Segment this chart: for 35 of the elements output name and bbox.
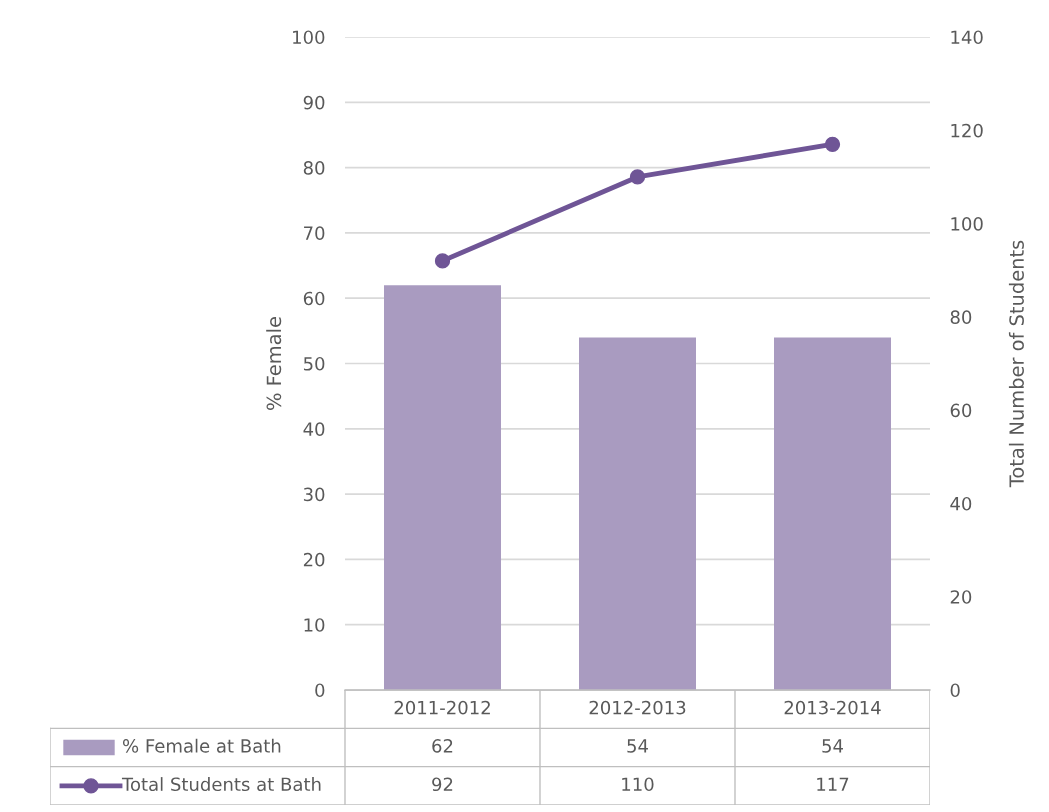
y-tick-label: 30 — [303, 487, 325, 502]
y-tick-label: 0 — [315, 683, 325, 698]
data-label: 54 — [822, 739, 843, 753]
data-label: 110 — [622, 777, 654, 792]
x-tick-label: 2013-2014 — [784, 700, 881, 715]
y2-tick-label: 100 — [951, 217, 983, 231]
y2-tick-label: 60 — [950, 403, 972, 418]
y-tick-label: 20 — [303, 552, 325, 567]
data-label: 54 — [627, 739, 648, 753]
y-tick-label: 50 — [303, 356, 325, 371]
data-label: 92 — [432, 777, 453, 792]
y-tick-label: 40 — [303, 422, 325, 436]
y-axis-title: % Female — [266, 317, 282, 410]
legend-label: Total Students at Bath — [121, 777, 321, 792]
y2-tick-label: 140 — [951, 30, 983, 45]
point — [434, 253, 451, 269]
y2-tick-label: 120 — [951, 123, 983, 138]
x-tick-label: 2012-2013 — [589, 700, 686, 715]
y2-tick-label: 20 — [950, 590, 972, 604]
y-tick-label: 70 — [304, 226, 325, 241]
y2-tick-label: 40 — [950, 496, 972, 511]
data-label: 117 — [817, 777, 849, 791]
y-tick-label: 10 — [304, 618, 325, 632]
data-label: 62 — [432, 739, 453, 753]
y2-tick-label: 80 — [950, 310, 972, 324]
y-tick-label: 90 — [303, 95, 325, 110]
x-tick-label: 2011-2012 — [394, 700, 490, 715]
point — [824, 136, 841, 152]
y-tick-label: 60 — [303, 291, 325, 306]
y-tick-label: 80 — [303, 161, 325, 175]
y-tick-label: 100 — [293, 30, 325, 45]
legend-label: % Female at Bath — [123, 738, 281, 753]
point — [629, 169, 646, 185]
y2-axis-title: Total Number of Students — [1008, 240, 1024, 488]
y2-tick-label: 0 — [950, 683, 960, 698]
